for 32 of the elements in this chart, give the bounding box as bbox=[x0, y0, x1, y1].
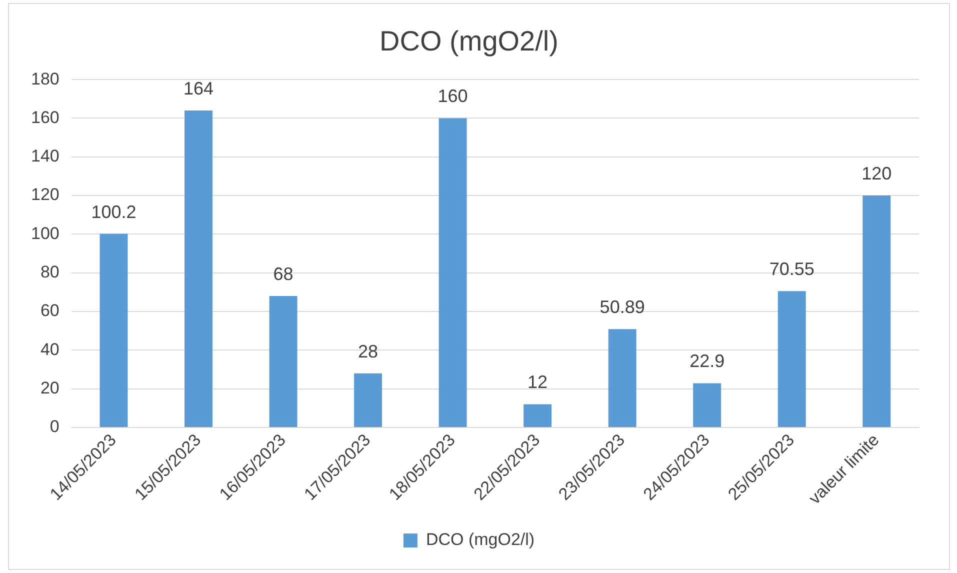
data-label: 28 bbox=[358, 341, 378, 362]
bar bbox=[269, 296, 298, 427]
data-label: 164 bbox=[183, 78, 214, 98]
y-tick-label: 60 bbox=[40, 301, 60, 320]
bar bbox=[100, 234, 128, 427]
bar bbox=[862, 196, 891, 427]
chart-title: DCO (mgO2/l) bbox=[380, 26, 558, 57]
y-tick-label: 80 bbox=[40, 262, 60, 282]
y-tick-label: 20 bbox=[40, 378, 60, 398]
data-label: 120 bbox=[862, 164, 892, 184]
data-label: 100.2 bbox=[91, 202, 136, 222]
data-label: 22.9 bbox=[690, 351, 725, 372]
bar bbox=[354, 373, 382, 427]
data-label: 12 bbox=[528, 372, 548, 392]
bar bbox=[524, 404, 552, 427]
data-label: 50.89 bbox=[600, 297, 645, 318]
bar bbox=[608, 329, 636, 427]
bar bbox=[184, 110, 212, 427]
bar bbox=[693, 383, 722, 427]
legend-label: DCO (mgO2/l) bbox=[426, 530, 535, 550]
y-tick-label: 0 bbox=[50, 417, 60, 436]
y-tick-label: 100 bbox=[30, 224, 60, 243]
data-label: 160 bbox=[438, 86, 468, 106]
bar bbox=[438, 118, 467, 427]
bar bbox=[778, 291, 806, 427]
y-tick-label: 180 bbox=[30, 69, 60, 88]
data-label: 68 bbox=[273, 264, 294, 284]
y-tick-label: 120 bbox=[30, 185, 60, 204]
y-tick-label: 40 bbox=[40, 340, 60, 359]
y-tick-label: 140 bbox=[30, 146, 60, 166]
y-tick-label: 160 bbox=[30, 108, 60, 127]
data-label: 70.55 bbox=[769, 259, 814, 280]
